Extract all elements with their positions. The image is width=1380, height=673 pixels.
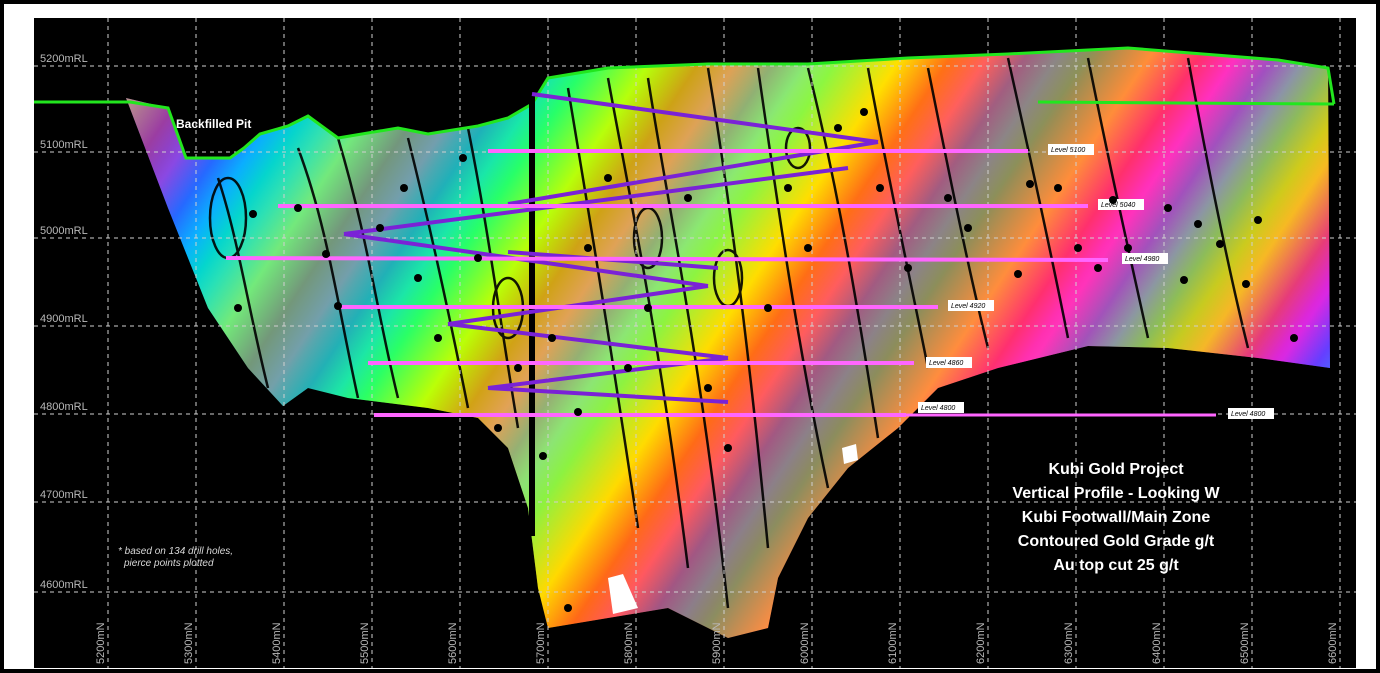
x-label-6500: 6500mN (1239, 622, 1251, 664)
x-label-6400: 6400mN (1151, 622, 1163, 664)
y-label-5200: 5200mRL (40, 53, 88, 65)
x-label-5500: 5500mN (359, 622, 371, 664)
x-label-5800: 5800mN (623, 622, 635, 664)
surface-line (34, 46, 1336, 160)
level-label-4: Level 4920 (951, 303, 985, 310)
x-label-6200: 6200mN (975, 622, 987, 664)
y-label-4800: 4800mRL (40, 401, 88, 413)
level-label-5: Level 4860 (929, 360, 963, 367)
level-label-6: Level 4800 (921, 405, 955, 412)
surface-line-east (1037, 100, 1335, 106)
backfilled-pit-label: Backfilled Pit (176, 117, 251, 131)
white-pocket-2 (842, 444, 858, 464)
note-line-2: pierce points plotted (123, 558, 214, 569)
x-label-6600: 6600mN (1327, 622, 1339, 664)
title-line-5: Au top cut 25 g/t (1053, 557, 1179, 574)
title-line-4: Contoured Gold Grade g/t (1018, 533, 1215, 550)
title-line-2: Vertical Profile - Looking W (1012, 485, 1220, 502)
y-label-4900: 4900mRL (40, 313, 88, 325)
title-line-1: Kubi Gold Project (1048, 461, 1184, 478)
title-line-3: Kubi Footwall/Main Zone (1022, 509, 1211, 526)
level-label-3: Level 4980 (1125, 256, 1159, 263)
drill-note: * based on 134 drill holes, pierce point… (118, 546, 233, 569)
x-label-5400: 5400mN (271, 622, 283, 664)
y-label-5000: 5000mRL (40, 225, 88, 237)
white-pocket-1 (608, 574, 638, 614)
level-labels: Level 5100 Level 5040 Level 4980 Level 4… (918, 144, 1274, 419)
x-label-6000: 6000mN (799, 622, 811, 664)
level-label-7: Level 4800 (1231, 411, 1265, 418)
level-label-2: Level 5040 (1101, 202, 1135, 209)
y-label-4700: 4700mRL (40, 489, 88, 501)
x-label-5900: 5900mN (711, 622, 723, 664)
level-lines (225, 149, 1216, 417)
cross-section-map: Level 5100 Level 5040 Level 4980 Level 4… (34, 18, 1356, 668)
y-label-5100: 5100mRL (40, 139, 88, 151)
title-block: Kubi Gold Project Vertical Profile - Loo… (1012, 461, 1220, 574)
shaft (529, 96, 535, 536)
x-label-6300: 6300mN (1063, 622, 1075, 664)
pierce-points (234, 108, 1298, 642)
y-axis-labels: 5200mRL 5100mRL 5000mRL 4900mRL 4800mRL … (40, 53, 88, 591)
x-label-5200: 5200mN (95, 622, 107, 664)
x-axis-labels: 5200mN 5300mN 5400mN 5500mN 5600mN 5700m… (95, 622, 1339, 664)
x-label-5700: 5700mN (535, 622, 547, 664)
x-label-5300: 5300mN (183, 622, 195, 664)
x-label-5600: 5600mN (447, 622, 459, 664)
level-label-1: Level 5100 (1051, 147, 1085, 154)
y-label-4600: 4600mRL (40, 579, 88, 591)
note-line-1: * based on 134 drill holes, (118, 546, 233, 557)
x-label-6100: 6100mN (887, 622, 899, 664)
